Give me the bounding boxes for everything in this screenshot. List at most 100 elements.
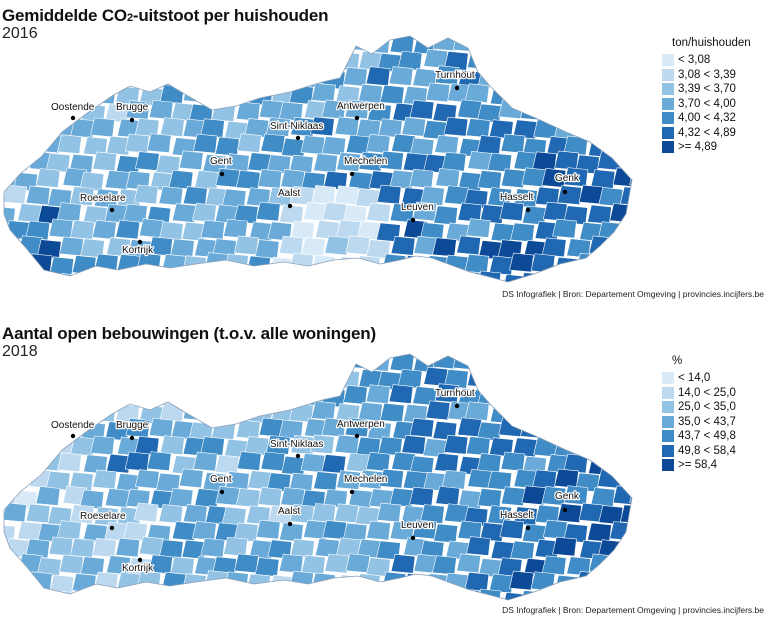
municipality-cell <box>576 401 602 422</box>
municipality-cell <box>277 385 303 406</box>
municipality-cell <box>215 270 241 282</box>
municipality-cell <box>214 136 240 157</box>
municipality-cell <box>116 254 142 274</box>
municipality-cell <box>270 367 296 388</box>
city-label: Kortrijk <box>122 563 154 574</box>
legend-item: < 3,08 <box>662 53 751 68</box>
city-label: Leuven <box>401 202 434 213</box>
municipality-cell <box>552 536 577 557</box>
municipality-cell <box>182 83 208 103</box>
city-marker <box>410 217 416 223</box>
municipality-cell <box>211 354 237 371</box>
municipality-cell <box>511 370 537 390</box>
municipality-cell <box>501 36 527 53</box>
municipality-cell <box>491 370 516 391</box>
municipality-cell <box>542 592 568 600</box>
choropleth-map: Oostende Brugge Antwerpen Turnhout Sint-Nikl… <box>3 35 633 283</box>
municipality-cell <box>358 401 383 422</box>
municipality-cell <box>631 205 632 226</box>
municipality-cell <box>334 116 360 137</box>
municipality-cell <box>610 554 632 575</box>
municipality-cell <box>542 386 568 407</box>
municipality-cell <box>466 218 491 238</box>
municipality-cell <box>633 384 650 403</box>
city-marker <box>349 489 355 495</box>
municipality-cell <box>168 487 194 508</box>
municipality-cell <box>182 401 208 421</box>
municipality-cell <box>564 99 590 120</box>
municipality-cell <box>36 68 62 89</box>
city-marker <box>287 521 293 527</box>
municipality-cell <box>631 274 632 282</box>
municipality-cell <box>190 386 216 407</box>
municipality-cell <box>499 66 525 86</box>
municipality-cell <box>35 486 61 506</box>
municipality-cell <box>465 436 491 456</box>
municipality-cell <box>491 52 516 73</box>
legend-swatch <box>662 112 674 125</box>
municipality-cell <box>587 522 612 543</box>
open-buildings-map-panel: Aantal open bebouwingen (t.o.v. alle won… <box>0 318 768 627</box>
city-marker <box>562 507 568 513</box>
municipality-cell <box>409 417 435 438</box>
city-label: Oostende <box>51 420 95 431</box>
municipality-cell <box>390 553 416 574</box>
municipality-cell <box>134 469 160 489</box>
municipality-cell <box>24 86 50 107</box>
municipality-cell <box>126 590 152 600</box>
municipality-cell <box>423 366 449 387</box>
legend-title: % <box>672 355 683 367</box>
municipality-cell <box>222 51 248 72</box>
city-marker <box>454 85 460 91</box>
municipality-cell <box>596 570 622 591</box>
municipality-cell <box>169 587 195 600</box>
municipality-cell <box>300 453 326 473</box>
municipality-cell <box>38 36 64 54</box>
municipality-cell <box>171 203 197 223</box>
municipality-cell <box>133 502 159 523</box>
municipality-cell <box>5 116 31 137</box>
legend-item: 49,8 < 58,4 <box>662 444 736 459</box>
municipality-cells <box>4 354 650 600</box>
municipality-cell <box>106 36 131 55</box>
city-label: Kortrijk <box>122 245 154 256</box>
municipality-cell <box>277 271 303 282</box>
municipality-cell <box>4 237 16 258</box>
municipality-cell <box>612 167 632 188</box>
municipality-cell <box>15 455 41 476</box>
municipality-cell <box>291 370 317 390</box>
municipality-cell <box>300 135 326 155</box>
city-label: Hasselt <box>500 510 534 521</box>
municipality-cell <box>476 135 502 155</box>
city-marker <box>137 239 143 245</box>
municipality-cell <box>269 256 294 277</box>
municipality-cell <box>16 588 42 600</box>
city-marker <box>454 403 460 409</box>
municipality-cell <box>289 252 314 273</box>
municipality-cell <box>325 270 351 282</box>
municipality-cell <box>566 354 592 370</box>
municipality-cell <box>441 151 467 172</box>
municipality-cell <box>27 571 53 592</box>
legend-label: 3,70 < 4,00 <box>678 97 736 110</box>
legend-swatch <box>662 386 674 399</box>
municipality-cell <box>345 553 371 573</box>
municipality-cell <box>345 235 371 255</box>
municipality-cell <box>452 36 478 53</box>
municipality-cell <box>499 201 525 222</box>
municipality-cell <box>566 36 592 52</box>
municipality-cell <box>212 67 238 88</box>
municipality-cell <box>612 485 632 506</box>
municipality-cell <box>311 185 337 205</box>
city-label: Brugge <box>116 420 149 431</box>
municipality-cell <box>609 521 632 541</box>
municipality-cell <box>465 118 491 138</box>
municipality-cell <box>541 555 567 576</box>
municipality-cell <box>36 133 62 154</box>
municipality-cell <box>106 384 132 405</box>
municipality-cell <box>620 254 632 275</box>
municipality-cell <box>443 254 469 275</box>
municipality-cell <box>346 270 372 282</box>
municipality-cell <box>611 36 632 52</box>
municipality-cell <box>159 50 185 71</box>
